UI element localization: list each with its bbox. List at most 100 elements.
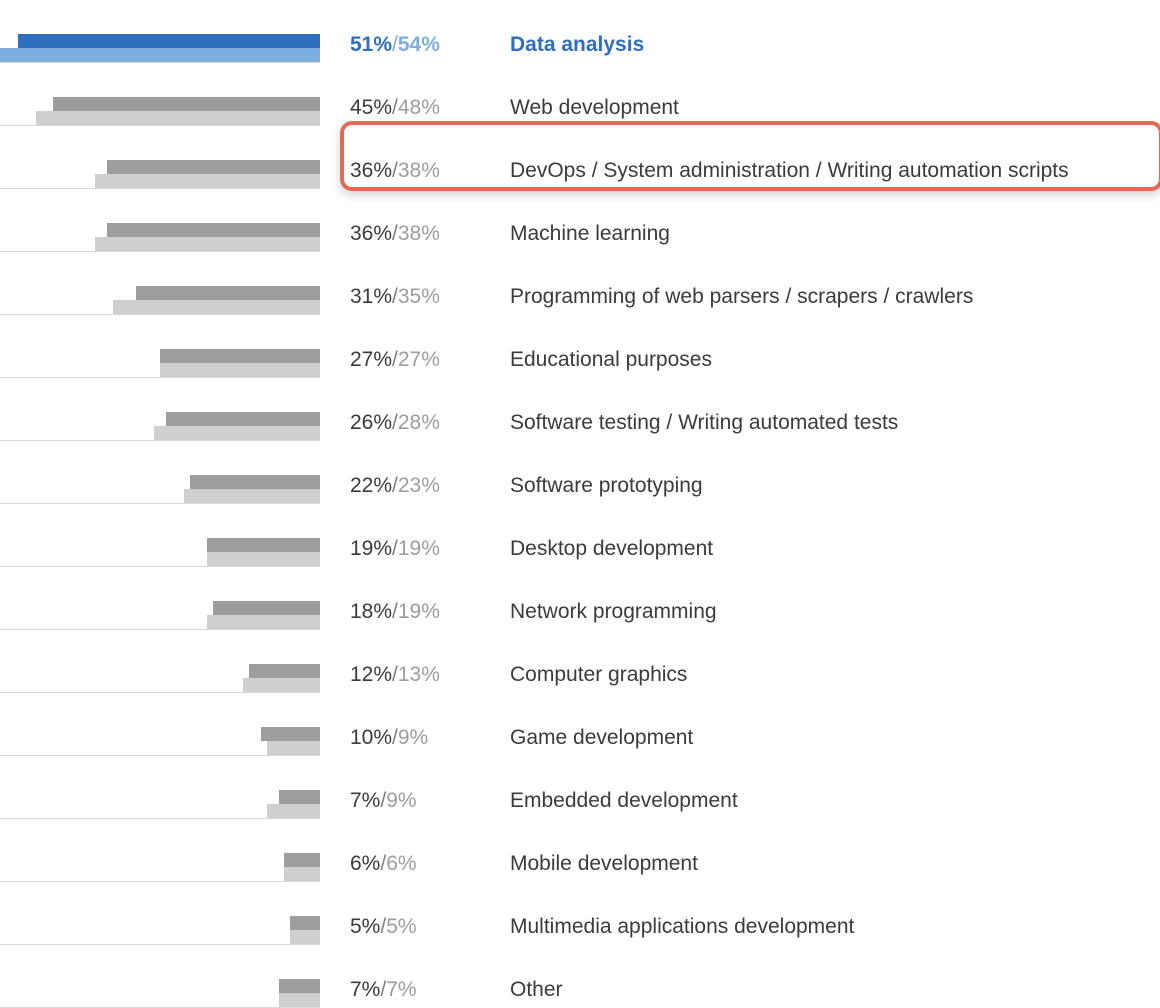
secondary-bar (207, 552, 320, 566)
chart-row: 12%/13%Computer graphics (0, 630, 1160, 693)
chart-row: 45%/48%Web development (0, 63, 1160, 126)
primary-bar (279, 790, 320, 804)
row-label: Other (490, 978, 1160, 1008)
bar-area (0, 629, 320, 693)
secondary-percent: 9% (386, 789, 416, 813)
row-label: Data analysis (490, 33, 1160, 63)
percentage-pair: 5%/5% (320, 915, 490, 945)
primary-percent: 7% (350, 978, 380, 1002)
bar-area (0, 818, 320, 882)
chart-row: 18%/19%Network programming (0, 567, 1160, 630)
row-label: Multimedia applications development (490, 915, 1160, 945)
bar-area (0, 125, 320, 189)
primary-bar (249, 664, 320, 678)
primary-percent: 36% (350, 222, 392, 246)
primary-percent: 5% (350, 915, 380, 939)
secondary-percent: 54% (398, 33, 440, 57)
secondary-percent: 6% (386, 852, 416, 876)
secondary-bar (284, 867, 320, 881)
secondary-bar (95, 174, 320, 188)
row-label: Programming of web parsers / scrapers / … (490, 285, 1160, 315)
percentage-pair: 12%/13% (320, 663, 490, 693)
secondary-percent: 13% (398, 663, 440, 687)
primary-percent: 7% (350, 789, 380, 813)
bar-area (0, 881, 320, 945)
row-label: Desktop development (490, 537, 1160, 567)
secondary-percent: 5% (386, 915, 416, 939)
primary-percent: 45% (350, 96, 392, 120)
row-label: Machine learning (490, 222, 1160, 252)
secondary-bar (243, 678, 320, 692)
secondary-bar (207, 615, 320, 629)
primary-percent: 12% (350, 663, 392, 687)
chart-row: 7%/7%Other (0, 945, 1160, 1008)
primary-bar (290, 916, 320, 930)
bar-area (0, 566, 320, 630)
primary-bar (107, 160, 320, 174)
percentage-pair: 10%/9% (320, 726, 490, 756)
chart-row: 51%/54%Data analysis (0, 0, 1160, 63)
primary-bar (53, 97, 320, 111)
primary-bar (136, 286, 320, 300)
secondary-percent: 9% (398, 726, 428, 750)
primary-percent: 31% (350, 285, 392, 309)
chart-row: 22%/23%Software prototyping (0, 441, 1160, 504)
percentage-pair: 6%/6% (320, 852, 490, 882)
row-label: Educational purposes (490, 348, 1160, 378)
secondary-percent: 35% (398, 285, 440, 309)
secondary-percent: 48% (398, 96, 440, 120)
primary-percent: 26% (350, 411, 392, 435)
chart-row: 36%/38%Machine learning (0, 189, 1160, 252)
row-label: Game development (490, 726, 1160, 756)
primary-bar (261, 727, 320, 741)
primary-percent: 36% (350, 159, 392, 183)
secondary-percent: 38% (398, 159, 440, 183)
row-label: Web development (490, 96, 1160, 126)
percentage-pair: 27%/27% (320, 348, 490, 378)
secondary-percent: 38% (398, 222, 440, 246)
percentage-pair: 7%/7% (320, 978, 490, 1008)
chart-row: 6%/6%Mobile development (0, 819, 1160, 882)
secondary-percent: 19% (398, 537, 440, 561)
percentage-pair: 45%/48% (320, 96, 490, 126)
primary-bar (213, 601, 320, 615)
secondary-bar (290, 930, 320, 944)
chart-row: 36%/38%DevOps / System administration / … (0, 126, 1160, 189)
primary-percent: 19% (350, 537, 392, 561)
secondary-bar (113, 300, 320, 314)
bar-area (0, 944, 320, 1008)
row-label: Software testing / Writing automated tes… (490, 411, 1160, 441)
secondary-percent: 7% (386, 978, 416, 1002)
row-label: Mobile development (490, 852, 1160, 882)
bar-area (0, 251, 320, 315)
secondary-bar (160, 363, 320, 377)
percentage-pair: 22%/23% (320, 474, 490, 504)
secondary-bar (267, 741, 320, 755)
percentage-pair: 31%/35% (320, 285, 490, 315)
chart-row: 31%/35%Programming of web parsers / scra… (0, 252, 1160, 315)
secondary-bar (267, 804, 320, 818)
primary-bar (284, 853, 320, 867)
row-label: Network programming (490, 600, 1160, 630)
secondary-percent: 23% (398, 474, 440, 498)
primary-percent: 22% (350, 474, 392, 498)
row-label: Software prototyping (490, 474, 1160, 504)
bar-area (0, 314, 320, 378)
percentage-pair: 36%/38% (320, 222, 490, 252)
primary-percent: 18% (350, 600, 392, 624)
row-label: Computer graphics (490, 663, 1160, 693)
percentage-pair: 26%/28% (320, 411, 490, 441)
secondary-bar (95, 237, 320, 251)
row-label: Embedded development (490, 789, 1160, 819)
chart-row: 27%/27%Educational purposes (0, 315, 1160, 378)
primary-percent: 27% (350, 348, 392, 372)
chart-row: 5%/5%Multimedia applications development (0, 882, 1160, 945)
bar-area (0, 377, 320, 441)
primary-percent: 10% (350, 726, 392, 750)
percentage-pair: 36%/38% (320, 159, 490, 189)
primary-bar (18, 34, 320, 48)
bar-area (0, 503, 320, 567)
secondary-bar (36, 111, 320, 125)
percentage-pair: 51%/54% (320, 33, 490, 63)
usage-share-chart: 51%/54%Data analysis45%/48%Web developme… (0, 0, 1160, 1008)
